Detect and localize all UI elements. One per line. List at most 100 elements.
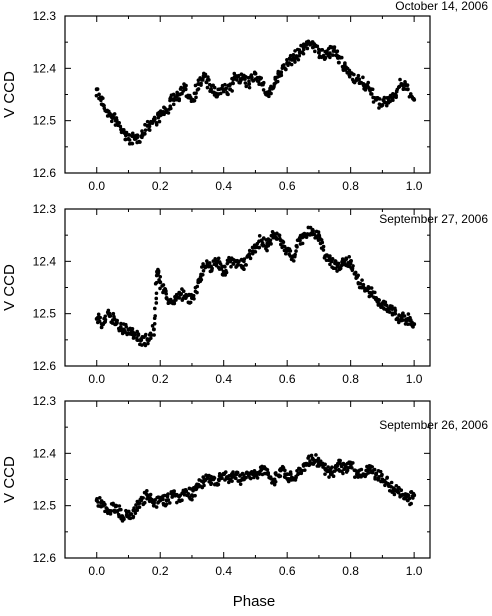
data-point <box>161 283 166 287</box>
data-point <box>286 479 291 484</box>
data-point <box>95 497 99 501</box>
data-point <box>406 493 411 498</box>
x-tick-label: 1.0 <box>406 372 423 386</box>
data-point <box>199 81 203 86</box>
data-point <box>122 327 126 332</box>
data-point <box>405 87 410 92</box>
data-point <box>328 262 332 267</box>
data-point <box>192 98 197 103</box>
data-point <box>360 278 364 282</box>
data-point <box>314 453 318 457</box>
data-point <box>311 232 316 236</box>
data-point <box>361 282 366 287</box>
data-point <box>347 68 352 73</box>
data-point <box>284 67 288 72</box>
y-tick-label: 12.6 <box>33 166 57 180</box>
data-point <box>396 320 401 325</box>
data-point <box>369 286 374 290</box>
panel-october-14: 0.0 0.2 0.4 0.6 0.8 1.0 12.3 12.4 12.5 12.6 V CCD O… <box>1 0 488 193</box>
data-point <box>236 262 240 267</box>
data-point <box>316 230 321 234</box>
data-point <box>300 241 305 246</box>
y-tick-label: 12.4 <box>33 61 57 75</box>
data-point <box>242 257 247 261</box>
data-point <box>314 235 319 240</box>
data-point <box>327 52 332 56</box>
x-axis-label: Phase <box>233 593 276 610</box>
data-point <box>200 272 205 277</box>
data-point <box>210 266 214 271</box>
data-point <box>406 312 411 316</box>
data-point <box>96 312 101 317</box>
data-point <box>141 496 145 500</box>
y-tick-label: 12.6 <box>33 359 57 373</box>
data-point <box>127 509 131 514</box>
data-point <box>250 251 255 256</box>
data-point <box>281 240 286 245</box>
data-point <box>399 488 404 493</box>
data-point <box>131 514 136 519</box>
data-point <box>243 262 248 267</box>
data-point <box>149 336 153 341</box>
x-tick-label: 0.6 <box>279 564 296 578</box>
data-point <box>227 255 231 260</box>
data-point <box>133 511 138 516</box>
data-point <box>194 95 198 100</box>
data-point <box>309 453 314 458</box>
data-point <box>218 91 223 96</box>
data-point <box>146 341 150 346</box>
data-point <box>151 503 156 508</box>
data-point <box>370 470 375 475</box>
data-point <box>335 49 340 54</box>
data-point <box>338 266 343 271</box>
data-point <box>358 281 363 286</box>
data-point <box>135 338 139 342</box>
data-point <box>325 253 329 257</box>
data-point <box>321 244 326 249</box>
data-point <box>230 479 234 483</box>
y-tick-label: 12.3 <box>33 9 57 23</box>
data-point <box>331 474 336 479</box>
data-point <box>265 467 270 472</box>
data-point <box>164 289 168 293</box>
data-point <box>257 234 262 238</box>
x-tick-label: 0.4 <box>215 179 232 193</box>
data-point <box>275 79 280 84</box>
data-point <box>407 496 412 501</box>
data-point <box>153 314 157 318</box>
data-point <box>269 91 273 96</box>
data-point <box>151 327 156 332</box>
data-point <box>255 476 260 480</box>
data-point <box>323 56 327 60</box>
data-point <box>154 280 159 285</box>
data-point <box>235 78 239 82</box>
data-point <box>250 245 255 250</box>
data-point <box>293 252 297 257</box>
data-point <box>391 98 395 102</box>
data-point <box>216 256 221 261</box>
data-point <box>171 92 176 97</box>
data-point <box>291 259 296 263</box>
data-point <box>294 249 298 253</box>
data-point <box>257 245 262 250</box>
x-tick-label: 0.4 <box>215 564 232 578</box>
data-point <box>227 480 231 485</box>
data-point <box>247 85 252 90</box>
data-point <box>338 458 342 463</box>
data-point <box>244 84 249 89</box>
data-point <box>370 87 375 92</box>
data-point <box>108 512 113 516</box>
data-point <box>115 318 119 323</box>
data-point <box>394 484 399 488</box>
data-point <box>212 476 217 480</box>
data-point <box>152 115 157 120</box>
data-point <box>130 131 135 136</box>
data-point <box>238 482 243 486</box>
data-point <box>152 306 157 311</box>
x-tick-label: 0.0 <box>88 372 105 386</box>
data-point <box>356 73 361 78</box>
data-point <box>154 121 159 125</box>
data-point <box>336 261 341 266</box>
data-point <box>412 493 417 498</box>
